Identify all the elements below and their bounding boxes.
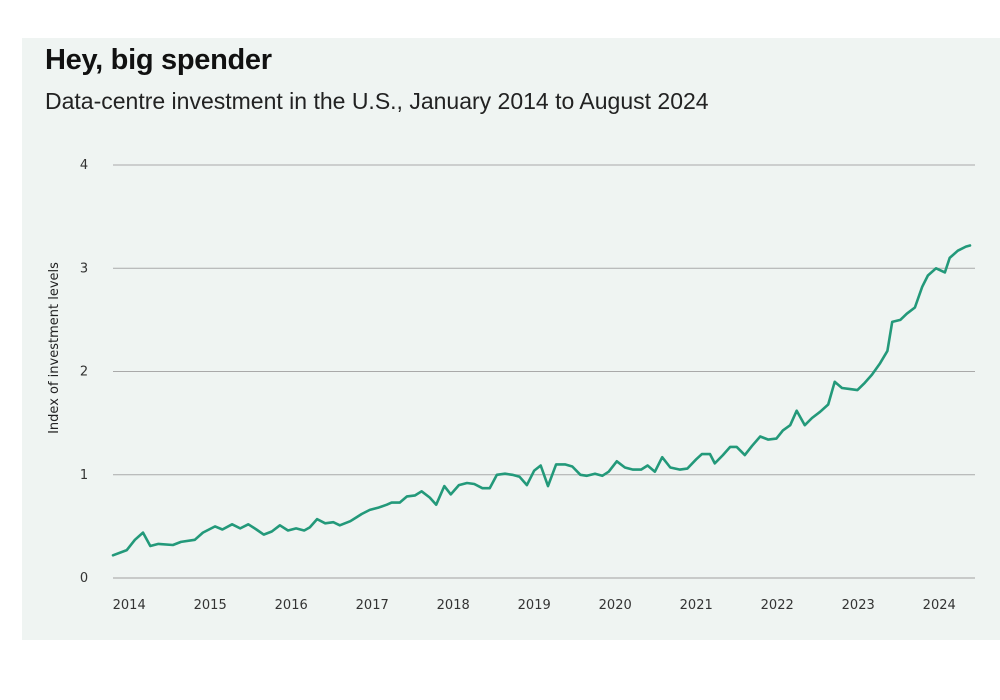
x-tick-label: 2014: [113, 598, 146, 613]
x-tick-label: 2018: [437, 598, 470, 613]
x-tick-label: 2022: [761, 598, 794, 613]
x-tick-label: 2024: [923, 598, 956, 613]
chart-panel: [22, 38, 1000, 640]
x-tick-label: 2021: [680, 598, 713, 613]
series-line: [111, 244, 972, 557]
y-tick-label: 0: [80, 571, 88, 586]
chart-title: Hey, big spender: [45, 44, 272, 76]
x-tick-label: 2016: [275, 598, 308, 613]
x-tick-label: 2020: [599, 598, 632, 613]
y-tick-label: 1: [80, 468, 88, 483]
x-tick-label: 2019: [518, 598, 551, 613]
y-axis-label: Index of investment levels: [47, 262, 62, 434]
y-tick-label: 3: [80, 261, 88, 276]
chart-subtitle: Data-centre investment in the U.S., Janu…: [45, 88, 709, 114]
x-tick-label: 2015: [194, 598, 227, 613]
x-tick-label: 2023: [842, 598, 875, 613]
x-tick-label: 2017: [356, 598, 389, 613]
y-tick-label: 2: [80, 365, 88, 380]
y-tick-label: 4: [80, 158, 88, 173]
